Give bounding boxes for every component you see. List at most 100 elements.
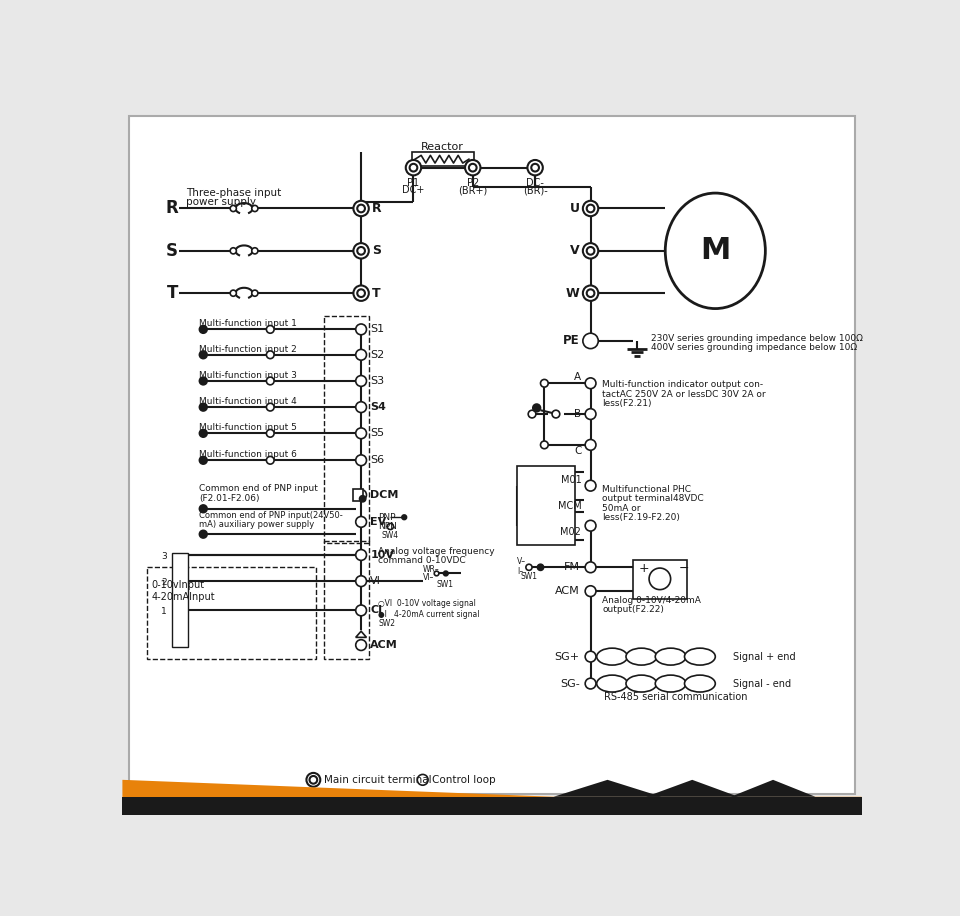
Text: V: V [570,245,580,257]
Text: ACM: ACM [555,586,580,596]
Text: Multi-function input 1: Multi-function input 1 [200,320,298,329]
Text: EV: EV [371,517,387,527]
Circle shape [418,774,428,785]
Text: I–: I– [517,567,523,575]
Text: C: C [574,446,582,456]
Circle shape [356,639,367,650]
Circle shape [531,164,539,171]
Circle shape [356,517,367,528]
Circle shape [586,585,596,596]
Text: SW4: SW4 [382,531,399,540]
Circle shape [360,496,366,502]
Polygon shape [554,780,661,797]
Circle shape [649,568,671,590]
Text: M01: M01 [561,474,582,485]
Circle shape [357,247,365,255]
Text: B: B [574,409,582,420]
Text: Common end of PNP input(24V50-: Common end of PNP input(24V50- [200,511,343,520]
Text: command 0-10VDC: command 0-10VDC [378,556,466,565]
Circle shape [538,564,543,571]
Circle shape [402,515,406,519]
Circle shape [200,377,207,385]
Circle shape [465,160,480,175]
Text: S5: S5 [371,429,384,439]
Circle shape [200,325,207,333]
Circle shape [356,455,367,465]
Circle shape [586,378,596,388]
Circle shape [583,201,598,216]
Circle shape [200,530,207,538]
Bar [412,152,474,166]
Circle shape [200,403,207,411]
Text: 1: 1 [161,607,167,616]
Text: A: A [574,372,582,382]
Text: ○VI  0-10V voltage signal: ○VI 0-10V voltage signal [378,599,476,608]
Bar [353,489,363,501]
Bar [147,567,317,659]
Text: S1: S1 [371,324,384,334]
Text: DC+: DC+ [402,185,424,195]
Ellipse shape [684,649,715,665]
Text: P2: P2 [467,179,479,189]
Ellipse shape [597,675,628,692]
Circle shape [586,651,596,662]
Circle shape [406,160,421,175]
Circle shape [587,289,594,297]
Text: Signal - end: Signal - end [733,679,791,689]
Text: Multi-function indicator output con-: Multi-function indicator output con- [602,380,763,389]
Circle shape [266,403,275,411]
Circle shape [533,404,540,412]
Circle shape [353,286,369,300]
Bar [324,541,369,659]
Circle shape [356,489,367,500]
Ellipse shape [626,675,657,692]
Circle shape [468,164,476,171]
Polygon shape [731,780,815,797]
Circle shape [583,333,598,349]
Text: Signal + end: Signal + end [733,651,796,661]
Text: ACM: ACM [371,640,398,650]
Polygon shape [356,631,367,638]
Text: Three-phase input: Three-phase input [186,188,281,198]
Circle shape [356,576,367,586]
Ellipse shape [656,675,686,692]
Circle shape [586,440,596,451]
Text: DCM: DCM [371,490,398,500]
Text: S: S [166,242,178,260]
Polygon shape [123,780,861,815]
Circle shape [357,204,365,213]
Circle shape [552,410,560,418]
Circle shape [583,243,598,258]
Text: V–: V– [517,558,526,566]
Text: DC-: DC- [526,179,544,189]
Text: Analog 0-10V/4-20mA: Analog 0-10V/4-20mA [602,596,701,605]
Circle shape [252,247,258,254]
Text: mA) auxiliary power supply: mA) auxiliary power supply [200,520,315,529]
Circle shape [266,456,275,464]
Text: S4: S4 [371,402,386,412]
Text: FM: FM [564,562,580,572]
Circle shape [306,773,321,787]
Text: (BR+): (BR+) [458,185,488,195]
Text: ●I   4-20mA current signal: ●I 4-20mA current signal [378,610,480,619]
Circle shape [356,324,367,334]
Ellipse shape [597,649,628,665]
Text: (BR)-: (BR)- [523,185,547,195]
Text: WR–: WR– [422,565,440,574]
Text: T: T [372,287,380,300]
Circle shape [540,379,548,387]
Text: R: R [372,202,381,215]
Text: PNP: PNP [378,513,396,522]
Circle shape [528,410,536,418]
Text: S2: S2 [371,350,385,360]
Text: MCM: MCM [558,501,582,511]
Ellipse shape [684,675,715,692]
Circle shape [200,456,207,464]
Text: +: + [639,562,650,575]
Text: M02: M02 [561,527,582,537]
Circle shape [200,430,207,437]
Circle shape [526,564,532,571]
Circle shape [586,562,596,572]
Circle shape [353,201,369,216]
Text: PE: PE [564,334,580,347]
